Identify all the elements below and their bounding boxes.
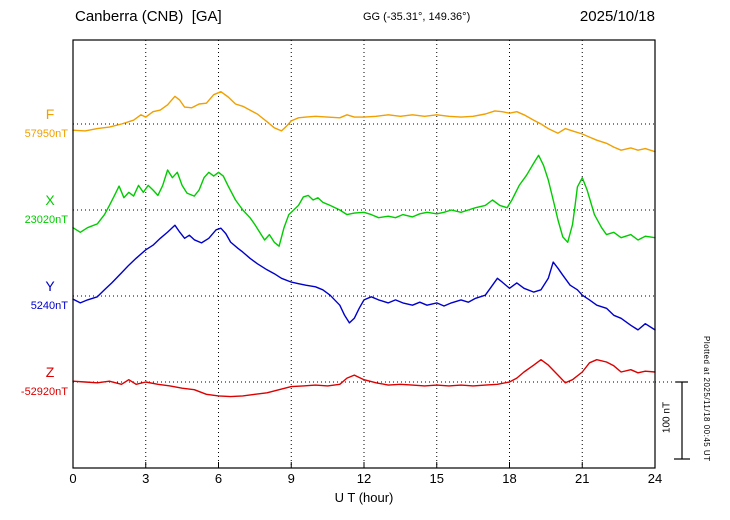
plot-date: 2025/10/18: [579, 8, 655, 25]
series-Z-baseline-value: -52920nT: [20, 386, 68, 398]
x-tick-label-9: 9: [287, 471, 295, 486]
station-title: Canberra (CNB) [GA]: [75, 8, 222, 25]
plotted-at-note: Plotted at 2025/11/18 00:45 UT: [702, 336, 711, 462]
series-Y-label: Y: [45, 278, 55, 294]
x-axis-label: U T (hour): [334, 490, 394, 505]
series-Y-baseline-value: 5240nT: [30, 300, 68, 312]
series-X-label: X: [45, 192, 55, 208]
plot-border: [72, 39, 656, 469]
x-tick-label-3: 3: [142, 471, 150, 486]
trace-X: [72, 154, 656, 247]
trace-Y: [72, 224, 656, 331]
trace-Z: [72, 359, 656, 398]
series-Z-label: Z: [45, 364, 55, 380]
series-F-baseline-value: 57950nT: [24, 128, 68, 140]
x-tick-label-6: 6: [214, 471, 223, 486]
series-X-baseline-value: 23020nT: [24, 214, 68, 226]
series-F-label: F: [45, 106, 55, 122]
x-tick-label-18: 18: [502, 471, 517, 486]
scale-bar-label: 100 nT: [661, 401, 673, 434]
x-tick-label-15: 15: [429, 471, 444, 486]
geo-coords: GG (-35.31°, 149.36°): [363, 11, 471, 23]
trace-F: [72, 90, 656, 153]
x-tick-label-24: 24: [647, 471, 663, 486]
x-tick-label-21: 21: [575, 471, 590, 486]
x-tick-label-0: 0: [69, 471, 77, 486]
x-tick-label-12: 12: [356, 471, 372, 486]
